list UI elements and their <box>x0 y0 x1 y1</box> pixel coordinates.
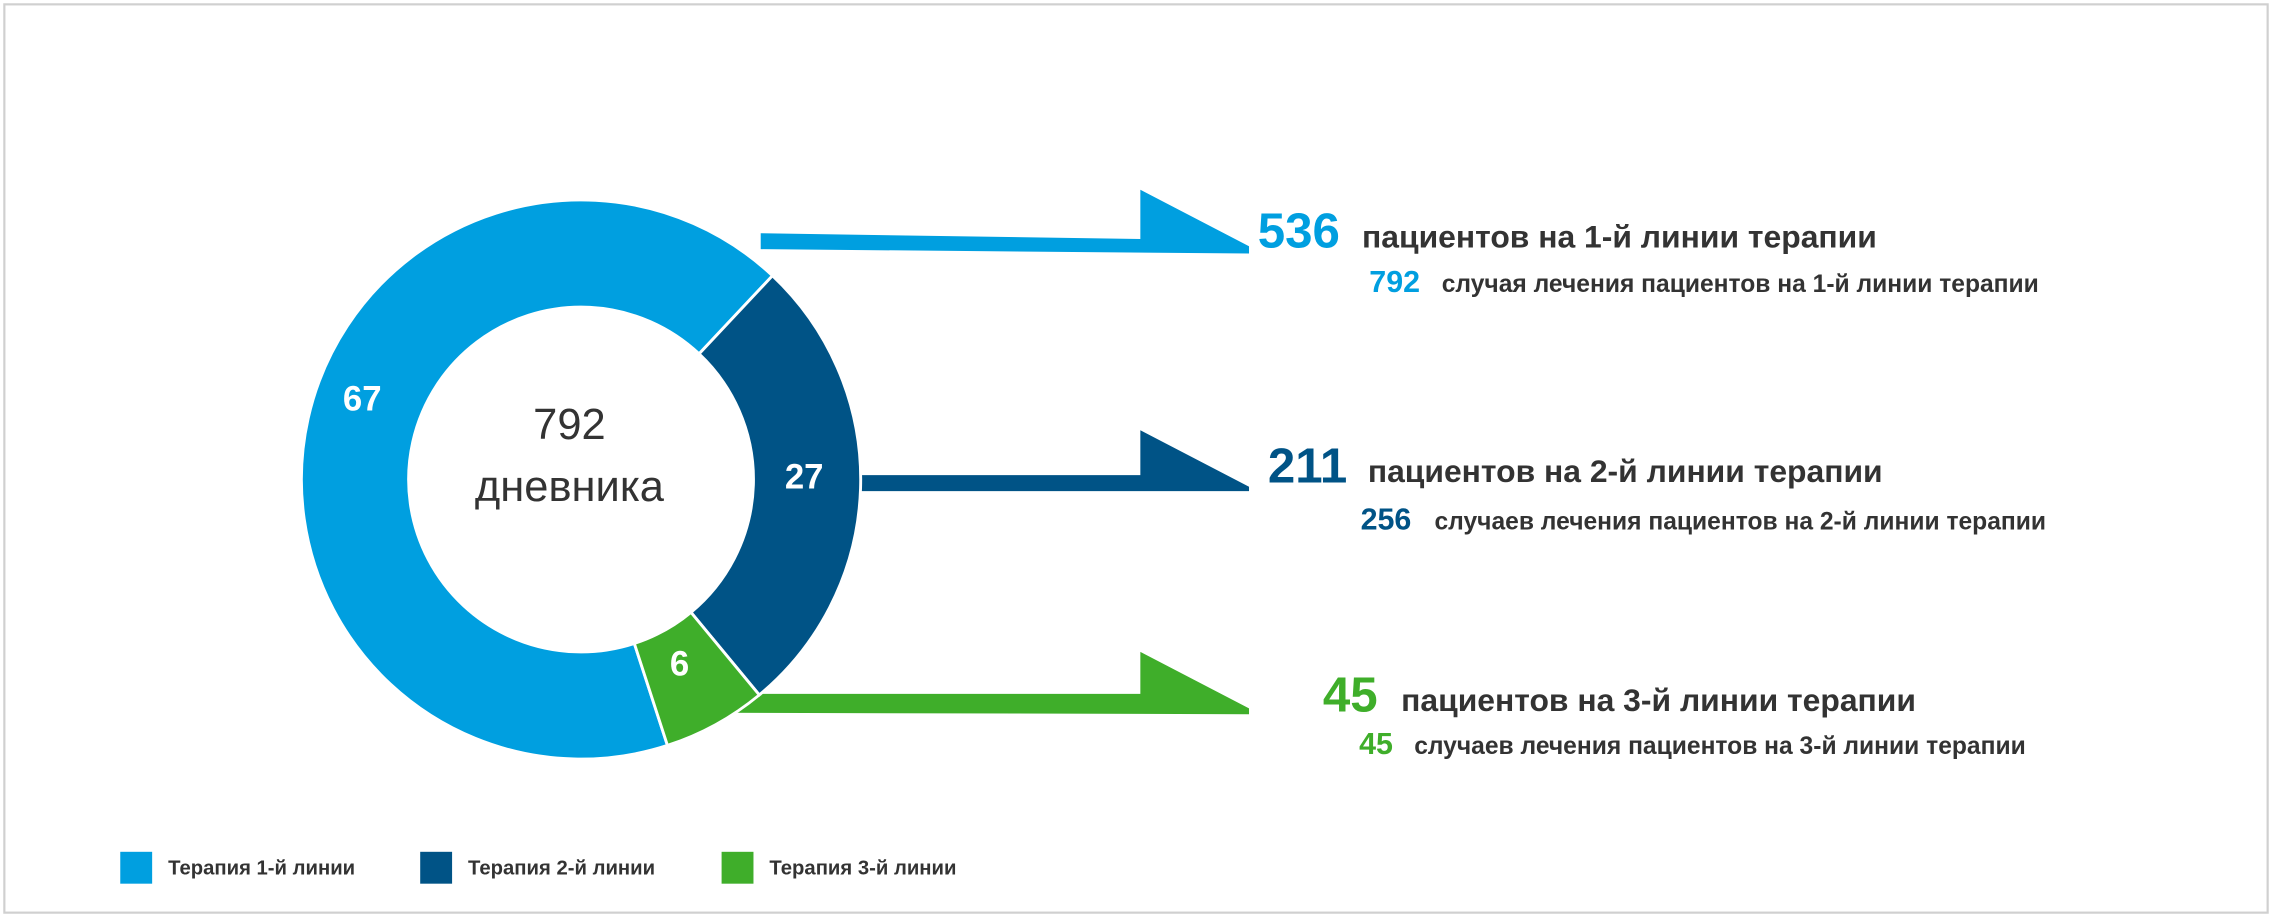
donut-segment <box>632 610 762 748</box>
arrow <box>721 651 1250 715</box>
segment-label: 67 <box>343 380 382 418</box>
donut-segment <box>688 273 863 697</box>
segment-label: 6 <box>670 646 689 684</box>
center-value: 792 <box>533 401 606 449</box>
annotation-text: пациентов на 3-й линии терапии <box>1401 682 1916 718</box>
annotation-value: 45 <box>1323 667 1378 722</box>
arrow <box>760 189 1250 254</box>
legend-label: Терапия 3-й линии <box>769 858 956 880</box>
arrow <box>857 430 1250 492</box>
donut-segment <box>299 198 775 761</box>
legend-label: Терапия 1-й линии <box>168 858 355 880</box>
legend-swatch <box>420 851 453 884</box>
annotation-sub-text: случаев лечения пациентов на 2-й линии т… <box>1434 508 2046 535</box>
legend-swatch <box>721 851 754 884</box>
annotation-sub-value: 256 <box>1361 503 1412 537</box>
legend-label: Терапия 2-й линии <box>468 858 655 880</box>
legend-swatch <box>120 851 153 884</box>
annotation-sub-text: случаев лечения пациентов на 3-й линии т… <box>1414 733 2026 760</box>
segment-label: 27 <box>785 459 824 497</box>
annotation-sub-value: 792 <box>1369 265 1420 299</box>
annotation-value: 536 <box>1258 204 1340 259</box>
annotation-sub-value: 45 <box>1359 727 1393 761</box>
center-label: дневника <box>475 463 665 511</box>
annotation-text: пациентов на 1-й линии терапии <box>1362 218 1877 254</box>
annotation-value: 211 <box>1268 438 1347 493</box>
annotation-sub-text: случая лечения пациентов на 1-й линии те… <box>1442 271 2039 298</box>
annotation-text: пациентов на 2-й линии терапии <box>1368 453 1883 489</box>
